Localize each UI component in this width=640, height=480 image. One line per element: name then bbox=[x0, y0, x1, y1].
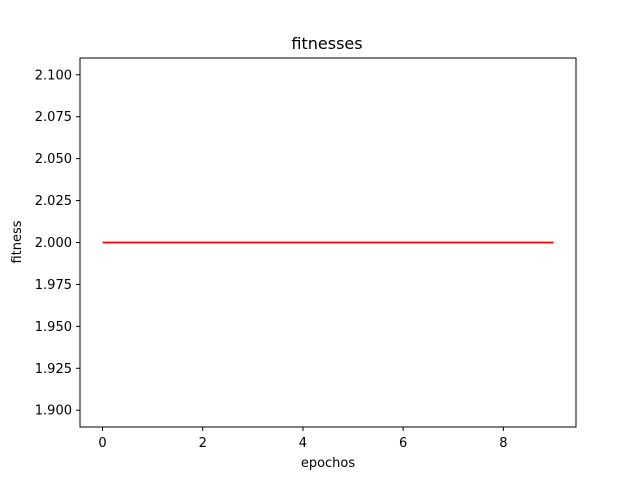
y-tick-label: 2.075 bbox=[35, 110, 72, 125]
y-axis: 1.900 1.925 1.950 1.975 2.000 2.025 2.050 2.075… bbox=[35, 68, 80, 419]
x-tick-label: 8 bbox=[499, 436, 507, 451]
x-tick-label: 2 bbox=[199, 436, 207, 451]
y-axis-label: fitness bbox=[10, 220, 25, 263]
x-tick-label: 6 bbox=[399, 436, 407, 451]
x-axis: 0 2 4 6 8 bbox=[98, 427, 507, 451]
y-tick-label: 2.100 bbox=[35, 68, 72, 83]
x-tick-label: 0 bbox=[98, 436, 106, 451]
y-tick-label: 1.975 bbox=[35, 278, 72, 293]
x-axis-label: epochos bbox=[301, 456, 356, 471]
y-tick-label: 1.925 bbox=[35, 362, 72, 377]
y-tick-label: 2.025 bbox=[35, 194, 72, 209]
y-tick-label: 1.950 bbox=[35, 320, 72, 335]
chart-title: fitnesses bbox=[291, 34, 362, 53]
y-tick-label: 2.050 bbox=[35, 152, 72, 167]
x-tick-label: 4 bbox=[299, 436, 307, 451]
y-tick-label: 1.900 bbox=[35, 404, 72, 419]
y-tick-label: 2.000 bbox=[35, 236, 72, 251]
